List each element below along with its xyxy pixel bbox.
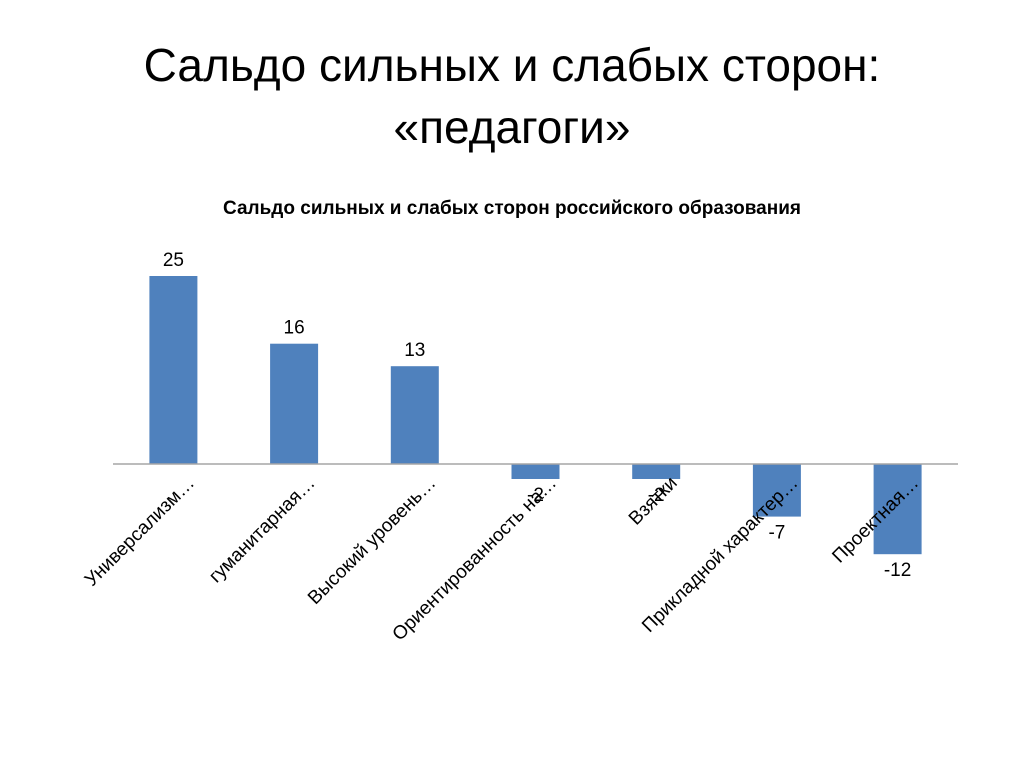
bar-5 bbox=[632, 464, 681, 479]
chart-title: Сальдо сильных и слабых сторон российско… bbox=[223, 198, 801, 219]
category-label-2: гуманитарная… bbox=[205, 473, 320, 588]
category-label-3: Высокий уровень… bbox=[304, 473, 440, 609]
value-labels-group: 25 16 13 -2 -2 -7 -12 bbox=[163, 250, 912, 581]
value-label-5: -2 bbox=[648, 485, 665, 506]
bars-group bbox=[149, 276, 922, 555]
bar-1 bbox=[149, 276, 198, 464]
value-label-4: -2 bbox=[527, 485, 544, 506]
value-label-1: 25 bbox=[163, 250, 184, 271]
value-label-2: 16 bbox=[284, 318, 305, 339]
bar-3 bbox=[390, 366, 439, 464]
bar-6 bbox=[752, 464, 801, 517]
bar-2 bbox=[270, 343, 319, 464]
category-label-5: Взятки bbox=[625, 473, 682, 530]
value-label-6: -7 bbox=[768, 523, 785, 544]
value-label-7: -12 bbox=[884, 560, 911, 581]
bar-7 bbox=[873, 464, 922, 555]
slide-title: Сальдо сильных и слабых сторон: «педагог… bbox=[0, 34, 1024, 158]
slide-title-line-1: Сальдо сильных и слабых сторон: bbox=[143, 39, 881, 91]
slide-title-line-2: «педагоги» bbox=[393, 101, 631, 153]
bar-4 bbox=[511, 464, 560, 479]
value-label-3: 13 bbox=[404, 340, 425, 361]
category-label-1: Универсализм… bbox=[81, 473, 199, 591]
